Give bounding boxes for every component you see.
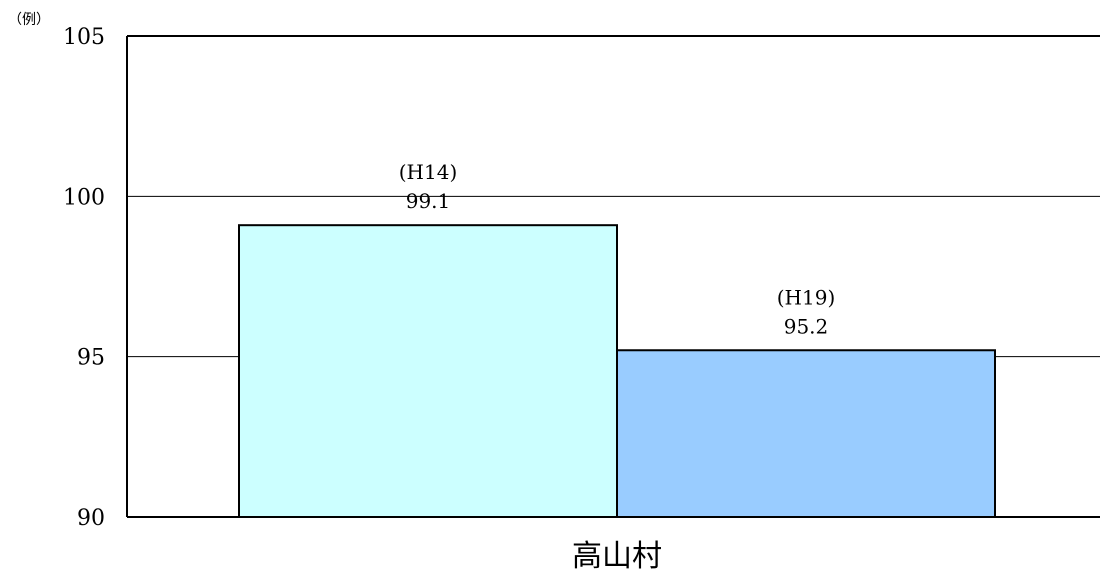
data-value-label: 95.2 bbox=[784, 314, 829, 338]
y-tick-label: 95 bbox=[77, 346, 105, 371]
axes bbox=[126, 35, 1100, 518]
bar-1 bbox=[238, 224, 618, 518]
bars bbox=[238, 224, 996, 518]
y-tick-label: 100 bbox=[63, 185, 105, 210]
labels: （例） 高山村 90 95 100 105 (H14) 99.1 (H19) 95.2 bbox=[8, 12, 835, 574]
bar-2 bbox=[616, 349, 996, 518]
x-category-label: 高山村 bbox=[572, 539, 662, 574]
series-name-label: (H14) bbox=[399, 160, 458, 184]
series-name-label: (H19) bbox=[777, 285, 836, 309]
y-tick-label: 90 bbox=[77, 506, 105, 531]
y-axis-unit-label: （例） bbox=[8, 12, 50, 28]
data-value-label: 99.1 bbox=[406, 189, 451, 213]
y-tick-label: 105 bbox=[63, 25, 105, 50]
